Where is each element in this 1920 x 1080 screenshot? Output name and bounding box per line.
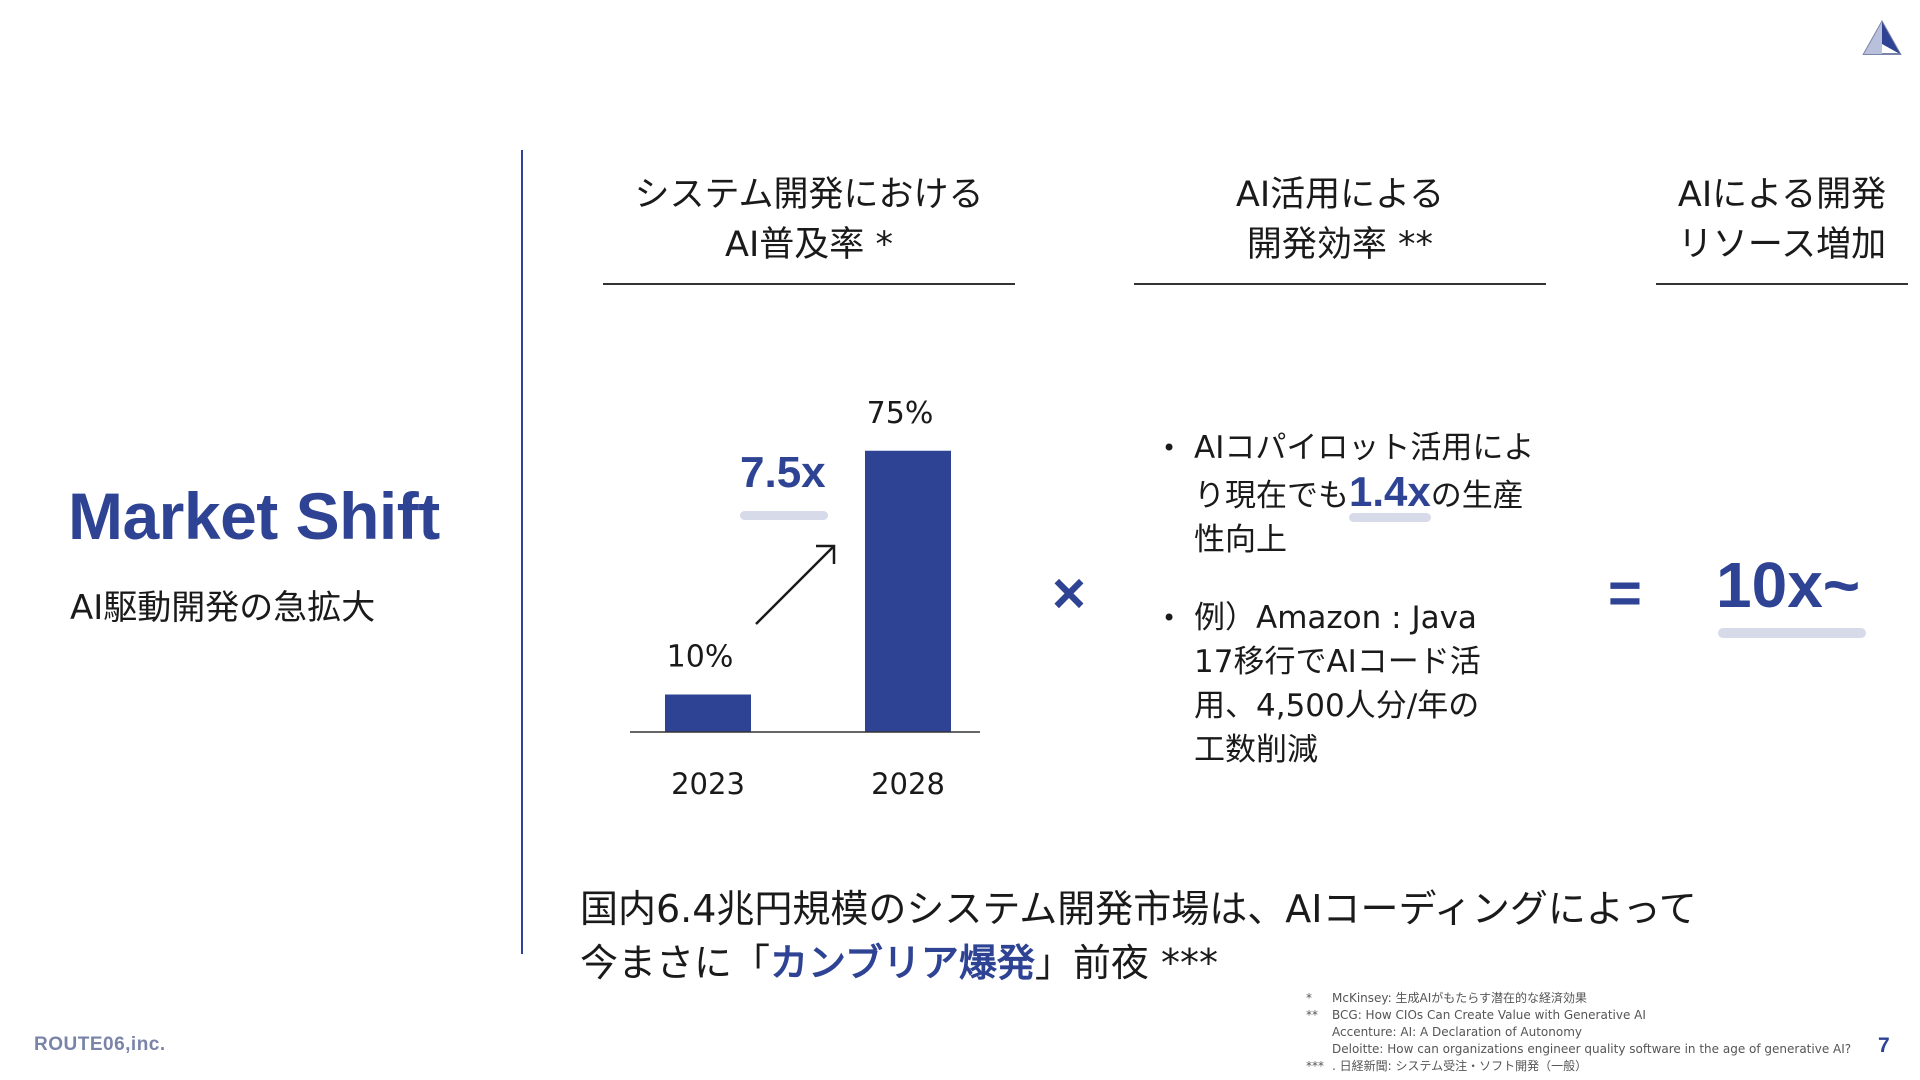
bullet-item: • 例）Amazon : Java 17移行でAIコード活 用、4,500人分/…	[1158, 596, 1538, 772]
category-tick-label: 2028	[871, 767, 945, 801]
multiplier-underline	[740, 511, 828, 520]
footnote-text: Deloitte: How can organizations engineer…	[1332, 1042, 1852, 1056]
conclusion-line: 国内6.4兆円規模のシステム開発市場は、AIコーディングによって	[580, 887, 1697, 931]
bullet-dot-icon: •	[1162, 434, 1177, 462]
bullet-item: • AIコパイロット活用により現在でも1.4x の生産性向上	[1158, 426, 1538, 562]
column-header-line: リソース増加	[1677, 225, 1887, 265]
column-header-resources: AIによる開発 リソース増加	[1656, 170, 1908, 270]
footnote-text: Accenture: AI: A Declaration of Autonomy	[1332, 1025, 1583, 1039]
bullet-text: 工数削減	[1194, 732, 1318, 768]
slide-subtitle: AI駆動開発の急拡大	[70, 588, 376, 628]
highlight-underline	[1349, 513, 1431, 522]
footnote-item: * McKinsey: 生成AIがもたらす潜在的な経済効果	[1306, 990, 1851, 1007]
column-rule	[603, 283, 1015, 285]
result-underline	[1718, 628, 1866, 638]
equals-operator: =	[1608, 561, 1642, 626]
bullet-text: 例）Amazon : Java	[1194, 600, 1477, 636]
bullet-text: 用、4,500人分/年の	[1194, 688, 1480, 724]
growth-arrow-icon	[755, 545, 835, 625]
highlight-wrap: 1.4x	[1349, 468, 1431, 522]
column-header-efficiency: AI活用による 開発効率 **	[1134, 170, 1546, 270]
efficiency-value: 1.4x	[1349, 468, 1431, 515]
result-value: 10x~	[1716, 549, 1861, 621]
conclusion-text-part: 」前夜 ***	[1034, 941, 1218, 985]
company-name: ROUTE06,inc.	[34, 1034, 166, 1055]
growth-multiplier: 7.5x	[740, 448, 826, 497]
footnote-text: McKinsey: 生成AIがもたらす潜在的な経済効果	[1332, 991, 1587, 1005]
bullet-dot-icon: •	[1162, 604, 1177, 632]
divider-line	[521, 150, 523, 954]
bar-2023	[665, 694, 751, 732]
bar-value-label: 10%	[667, 640, 734, 675]
slide-title: Market Shift	[68, 479, 440, 553]
column-rule	[1134, 283, 1546, 285]
footnote-mark	[1306, 1041, 1332, 1058]
footnote-item: Accenture: AI: A Declaration of Autonomy	[1306, 1024, 1851, 1041]
footnote-mark: **	[1306, 1008, 1318, 1022]
bullet-text: の生産性向上	[1194, 478, 1524, 558]
footnote-item: *** . 日経新聞: システム受注・ソフト開発（一般）	[1306, 1058, 1851, 1075]
footnote-mark	[1306, 1024, 1332, 1041]
bar-value-label: 75%	[867, 396, 934, 431]
column-header-line: 開発効率 **	[1246, 225, 1434, 265]
arrow-head-icon	[816, 544, 836, 564]
bar-2028	[865, 450, 951, 732]
multiply-operator: ×	[1052, 561, 1086, 626]
column-rule	[1656, 283, 1908, 285]
column-header-line: AI普及率 *	[725, 225, 893, 265]
ai-adoption-bar-chart: 10% 2023 75% 2028	[630, 396, 980, 801]
footnote-item: Deloitte: How can organizations engineer…	[1306, 1041, 1851, 1058]
footnote-text: BCG: How CIOs Can Create Value with Gene…	[1332, 1008, 1646, 1022]
efficiency-bullets: • AIコパイロット活用により現在でも1.4x の生産性向上 • 例）Amazon…	[1158, 426, 1538, 772]
footnotes: * McKinsey: 生成AIがもたらす潜在的な経済効果 ** BCG: How C…	[1306, 990, 1851, 1075]
column-header-line: システム開発における	[634, 175, 984, 215]
column-header-line: AIによる開発	[1677, 175, 1887, 215]
column-header-line: AI活用による	[1235, 175, 1445, 215]
conclusion-text-part: 今まさに「	[580, 941, 771, 985]
page-number: 7	[1878, 1034, 1890, 1057]
column-header-ai-adoption: システム開発における AI普及率 *	[603, 170, 1015, 270]
bullet-text: 17移行でAIコード活	[1194, 644, 1481, 680]
route06-logo-icon	[1862, 20, 1902, 55]
footnote-item: ** BCG: How CIOs Can Create Value with Ge…	[1306, 1007, 1851, 1024]
footnote-text: . 日経新聞: システム受注・ソフト開発（一般）	[1332, 1059, 1588, 1073]
conclusion-line: 今まさに「カンブリア爆発」前夜 ***	[580, 936, 1697, 990]
footnote-mark: *	[1306, 991, 1312, 1005]
footnote-mark: ***	[1306, 1059, 1324, 1073]
conclusion-accent: カンブリア爆発	[770, 941, 1035, 985]
category-tick-label: 2023	[671, 767, 745, 801]
bullet-text: AIコパイロット活用により現在でも	[1194, 430, 1535, 514]
conclusion-text: 国内6.4兆円規模のシステム開発市場は、AIコーディングによって 今まさに「カン…	[580, 882, 1697, 990]
